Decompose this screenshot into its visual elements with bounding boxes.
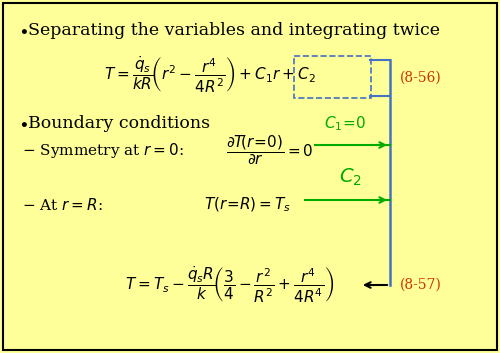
Text: $\bullet$: $\bullet$ bbox=[18, 115, 28, 132]
Text: $C_2$: $C_2$ bbox=[338, 167, 361, 188]
Text: $-$ At $r = R$:: $-$ At $r = R$: bbox=[22, 197, 103, 213]
Text: $T(r\!=\!R) = T_s$: $T(r\!=\!R) = T_s$ bbox=[204, 196, 292, 214]
Text: Boundary conditions: Boundary conditions bbox=[28, 115, 210, 132]
Text: $C_1\!=\!0$: $C_1\!=\!0$ bbox=[324, 114, 366, 133]
Text: $\bullet$: $\bullet$ bbox=[18, 22, 28, 39]
Text: Separating the variables and integrating twice: Separating the variables and integrating… bbox=[28, 22, 440, 39]
Text: $-$ Symmetry at $r = 0$:: $-$ Symmetry at $r = 0$: bbox=[22, 140, 184, 160]
Text: $T = T_s - \dfrac{\dot{q}_s R}{k}\!\left(\dfrac{3}{4} - \dfrac{r^2}{R^2} + \dfra: $T = T_s - \dfrac{\dot{q}_s R}{k}\!\left… bbox=[126, 265, 334, 305]
Text: (8-56): (8-56) bbox=[400, 71, 442, 85]
Text: $\dfrac{\partial T\!\left(r\!=\!0\right)}{\partial r} = 0$: $\dfrac{\partial T\!\left(r\!=\!0\right)… bbox=[226, 133, 314, 167]
Text: (8-57): (8-57) bbox=[400, 278, 442, 292]
Text: $T = \dfrac{\dot{q}_s}{kR}\!\left(r^2 - \dfrac{r^4}{4R^2}\right) + C_1 r + C_2$: $T = \dfrac{\dot{q}_s}{kR}\!\left(r^2 - … bbox=[104, 55, 316, 95]
